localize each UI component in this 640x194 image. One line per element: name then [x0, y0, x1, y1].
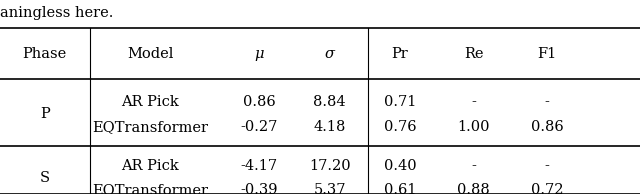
- Text: 0.72: 0.72: [531, 183, 563, 194]
- Text: 0.61: 0.61: [384, 183, 416, 194]
- Text: 4.18: 4.18: [314, 120, 346, 134]
- Text: 8.84: 8.84: [314, 95, 346, 109]
- Text: 0.71: 0.71: [384, 95, 416, 109]
- Text: Pr: Pr: [392, 47, 408, 61]
- Text: 17.20: 17.20: [308, 159, 351, 173]
- Text: 1.00: 1.00: [458, 120, 490, 134]
- Text: -: -: [545, 95, 550, 109]
- Text: AR Pick: AR Pick: [122, 95, 179, 109]
- Text: μ: μ: [255, 47, 264, 61]
- Text: -4.17: -4.17: [241, 159, 278, 173]
- Text: F1: F1: [538, 47, 557, 61]
- Text: aningless here.: aningless here.: [0, 6, 113, 20]
- Text: Re: Re: [464, 47, 483, 61]
- Text: 0.76: 0.76: [384, 120, 416, 134]
- Text: EQTransformer: EQTransformer: [92, 183, 209, 194]
- Text: 0.88: 0.88: [457, 183, 490, 194]
- Text: -: -: [471, 159, 476, 173]
- Text: S: S: [40, 171, 50, 185]
- Text: -0.27: -0.27: [241, 120, 278, 134]
- Text: Phase: Phase: [22, 47, 67, 61]
- Text: Model: Model: [127, 47, 173, 61]
- Text: -0.39: -0.39: [241, 183, 278, 194]
- Text: 0.86: 0.86: [531, 120, 564, 134]
- Text: 5.37: 5.37: [314, 183, 346, 194]
- Text: -: -: [545, 159, 550, 173]
- Text: -: -: [471, 95, 476, 109]
- Text: 0.40: 0.40: [384, 159, 416, 173]
- Text: AR Pick: AR Pick: [122, 159, 179, 173]
- Text: σ: σ: [324, 47, 335, 61]
- Text: EQTransformer: EQTransformer: [92, 120, 209, 134]
- Text: P: P: [40, 107, 50, 121]
- Text: 0.86: 0.86: [243, 95, 276, 109]
